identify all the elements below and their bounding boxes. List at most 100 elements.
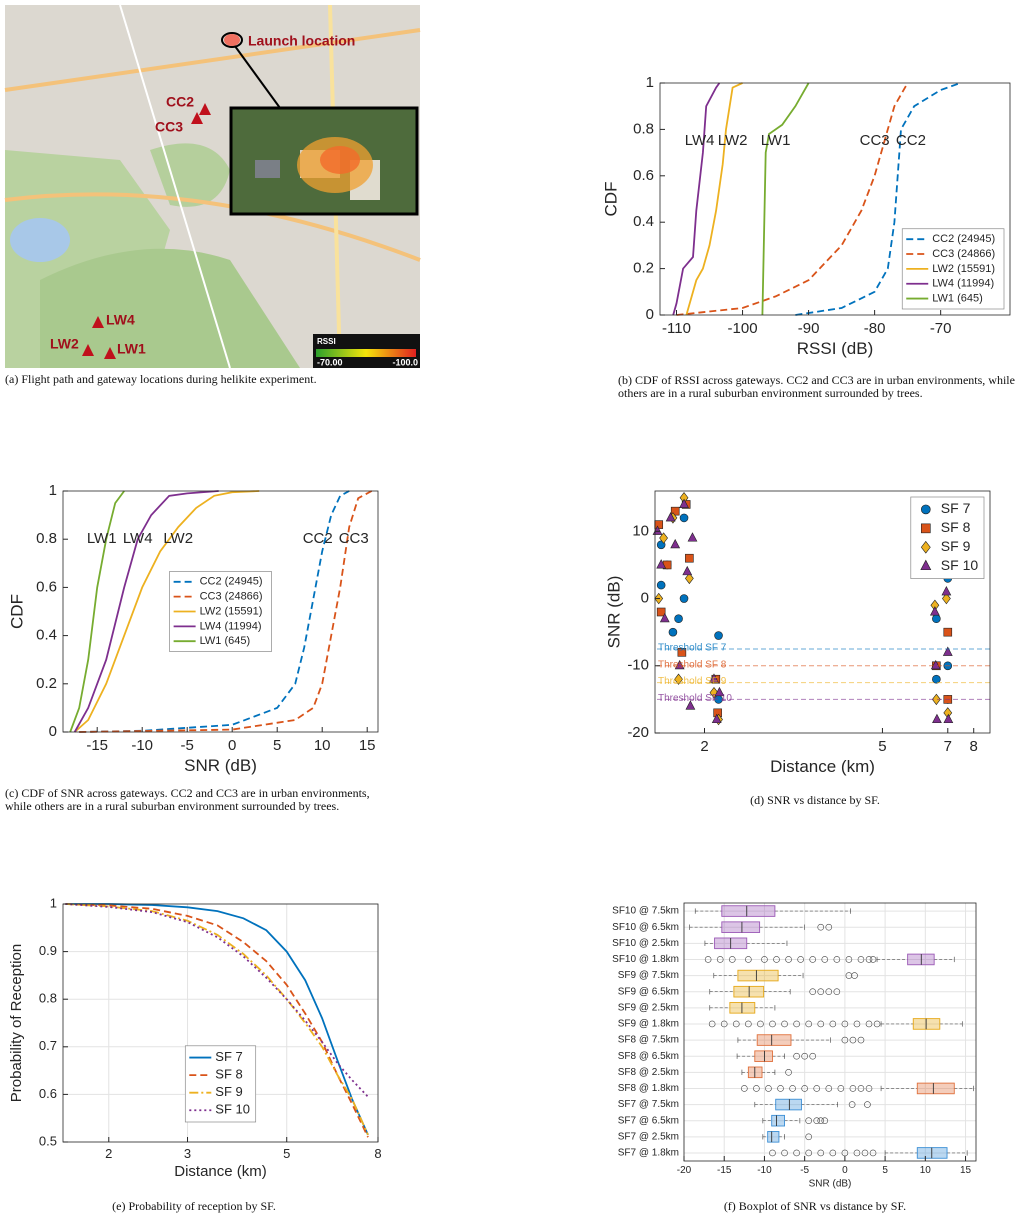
outlier [793,1020,800,1028]
marker [942,646,953,656]
x-axis-label: Distance (km) [770,757,875,776]
outlier [825,923,833,931]
y-tick-label: SF10 @ 6.5km [612,922,679,933]
outlier [857,956,865,963]
caption: (a) Flight path and gateway locations du… [5,372,317,386]
colorbar-label: -100.0 [392,357,418,367]
outlier [869,956,877,963]
legend-label: LW2 (15591) [200,605,263,617]
x-tick-label: 5 [273,737,281,754]
outlier [865,1020,873,1028]
legend-label: CC3 (24866) [932,248,995,260]
outlier [741,1085,748,1092]
outlier [769,1149,776,1157]
marker [714,631,723,640]
outlier [761,956,768,963]
y-tick-label: SF7 @ 6.5km [618,1115,679,1126]
outlier [853,1149,861,1157]
outlier [813,1117,821,1124]
axes-frame [62,490,379,733]
map-park [150,143,230,207]
threshold-label: Threshold SF 8 [658,659,727,670]
plot-area [684,903,976,1161]
marker [920,559,932,571]
outlier [845,972,853,979]
gateway-marker [92,316,104,328]
annotation: CC2 [896,132,926,149]
marker [941,585,952,596]
marker [674,614,683,624]
x-tick-label: 5 [878,738,886,755]
y-tick-label: SF9 @ 7.5km [618,970,679,981]
y-tick-label: 0.5 [39,1133,57,1148]
outlier [833,956,841,963]
outlier [728,956,736,963]
launch-label: Launch location [248,33,355,49]
y-tick-label: 0.8 [39,991,57,1006]
x-axis-label: SNR (dB) [809,1179,852,1190]
axes-frame [683,902,977,1162]
y-tick-label: 0 [49,723,57,740]
marker [714,686,725,697]
launch-area [224,34,240,46]
series-line [672,82,721,316]
gateway-label: LW2 [50,336,79,352]
legend-label: CC3 (24866) [200,591,263,603]
series-line [74,490,260,733]
y-tick-label: SF8 @ 6.5km [618,1051,679,1062]
legend-box [184,1045,257,1123]
outlier [781,1020,788,1028]
x-tick-label: -15 [86,737,108,754]
caption: (c) CDF of SNR across gateways. CC2 and … [5,786,370,813]
gateway-marker [82,344,94,356]
outlier [841,1149,849,1157]
x-tick-label: -100 [728,320,758,337]
outlier [801,1085,808,1092]
y-tick-label: 1 [49,482,57,499]
outlier [864,1101,871,1108]
x-axis-label: RSSI (dB) [797,339,874,358]
box [754,1050,773,1062]
marker [929,606,940,616]
gateway-label: LW4 [106,312,135,328]
annotation: LW1 [87,530,117,547]
y-tick-label: SF8 @ 2.5km [618,1067,679,1078]
outlier [793,1149,800,1157]
marker [656,607,666,617]
y-tick-label: SF7 @ 1.8km [618,1148,679,1159]
y-tick-label: 0.2 [36,675,57,692]
y-axis-label: Probability of Reception [8,944,25,1102]
marker [687,532,698,542]
outlier [849,1036,857,1044]
series-line [795,82,961,316]
y-tick-label: SF9 @ 6.5km [618,986,679,997]
outlier [785,956,792,963]
outlier [797,956,804,963]
inset-building [255,160,280,178]
annotation: LW2 [718,132,748,149]
map-road [4,192,421,262]
outlier [833,988,841,995]
outlier [769,1020,776,1028]
series-line [73,490,219,733]
marker [677,648,687,657]
outlier [817,1149,825,1157]
colorbar [316,349,416,357]
series-line [685,82,743,316]
gateway-label: CC3 [155,119,183,135]
outlier [809,988,817,995]
marker [685,553,694,563]
x-tick-label: 2 [700,738,708,755]
outlier [841,1036,849,1044]
marker [656,580,666,590]
marker [920,523,931,534]
caption: (d) SNR vs distance by SF. [750,793,880,807]
x-tick-label: 2 [105,1146,112,1161]
x-tick-label: 15 [960,1165,972,1176]
marker [665,512,676,522]
y-tick-label: 10 [632,522,649,539]
map-forest [40,248,300,368]
marker [679,498,689,508]
box [775,1098,802,1111]
y-tick-label: 0.6 [633,167,654,184]
